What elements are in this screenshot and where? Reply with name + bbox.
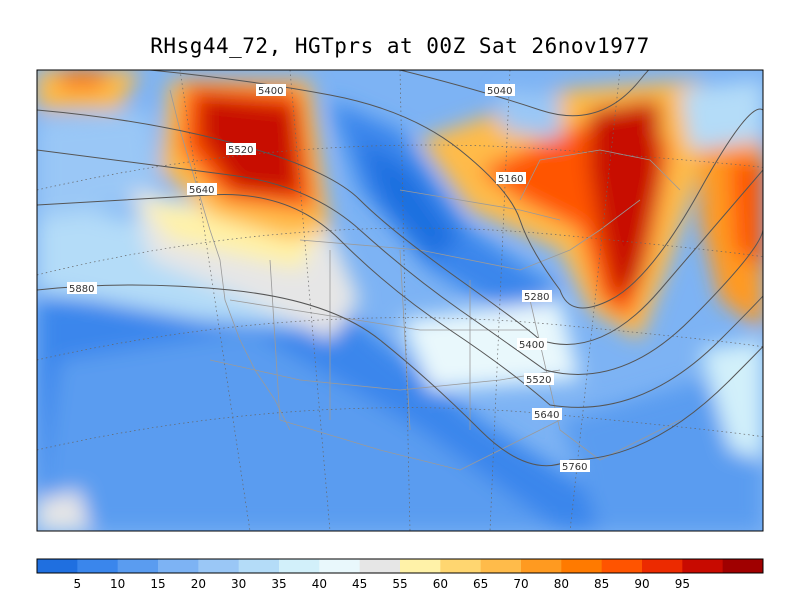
contour-label-5160: 5160 [496,172,526,185]
colorbar-tick-label: 5 [74,577,82,591]
colorbar-swatch [480,559,522,573]
svg-text:5280: 5280 [524,292,549,303]
svg-text:5760: 5760 [562,462,587,473]
colorbar-tick-label: 55 [392,577,407,591]
colorbar-swatch [561,559,603,573]
colorbar-swatch [279,559,320,573]
colorbar-swatch [642,559,683,573]
contour-label-5640-east: 5640 [532,408,562,421]
svg-text:5640: 5640 [534,410,559,421]
contour-label-5520-east: 5520 [524,373,554,386]
humidity-field [37,70,763,531]
svg-text:5040: 5040 [487,86,512,97]
svg-text:5160: 5160 [498,174,523,185]
contour-label-5400-east: 5400 [517,338,547,351]
colorbar-swatch [682,559,724,573]
colorbar-swatch [400,559,441,573]
contour-label-5280: 5280 [522,290,552,303]
contour-label-5880: 5880 [67,282,97,295]
geography-lines [169,89,681,471]
colorbar-tick-label: 95 [675,577,690,591]
colorbar-frame [36,558,764,574]
contour-label-5520-west: 5520 [226,143,256,156]
colorbar-tick-label: 60 [433,577,448,591]
plot-title: RHsg44_72, HGTprs at 00Z Sat 26nov1977 [150,34,650,58]
svg-text:5880: 5880 [69,284,94,295]
colorbar-tick-label: 30 [231,577,246,591]
svg-text:5400: 5400 [519,340,544,351]
svg-text:5520: 5520 [526,375,551,386]
colorbar-tick-label: 70 [513,577,528,591]
colorbar-swatch [37,559,78,573]
contour-label-5640-west: 5640 [187,183,217,196]
colorbar-tick-label: 40 [312,577,327,591]
colorbar-tick-label: 65 [473,577,488,591]
height-contours [37,70,763,467]
colorbar-swatch [722,559,764,573]
contour-label-5760: 5760 [560,460,590,473]
svg-text:5520: 5520 [228,145,253,156]
colorbar-swatch [238,559,280,573]
colorbar-swatch [440,559,482,573]
svg-text:5640: 5640 [189,185,214,196]
colorbar-tick-label: 90 [634,577,649,591]
colorbar-tick-label: 15 [150,577,165,591]
colorbar-tick-label: 10 [110,577,125,591]
colorbar-swatch [198,559,240,573]
colorbar-swatch [319,559,361,573]
colorbar-swatch [601,559,643,573]
map-frame [36,69,764,532]
contour-labels: 5400 5520 5640 5040 5160 5280 5400 5520 [67,84,590,473]
colorbar-tick-label: 35 [271,577,286,591]
colorbar: 5 10 15 20 30 35 40 45 55 60 65 70 80 85 90 95 [36,558,764,591]
colorbar-tick-label: 80 [554,577,569,591]
svg-text:5400: 5400 [258,86,283,97]
colorbar-tick-label: 85 [594,577,609,591]
colorbar-tick-label: 45 [352,577,367,591]
colorbar-swatch [158,559,199,573]
colorbar-swatch [359,559,401,573]
contour-label-5400-west: 5400 [256,84,286,97]
colorbar-tick-label: 20 [191,577,206,591]
colorbar-swatch [521,559,562,573]
colorbar-swatch [77,559,119,573]
contour-label-5040: 5040 [485,84,515,97]
colorbar-swatch [117,559,159,573]
lat-lon-grid [37,70,763,531]
